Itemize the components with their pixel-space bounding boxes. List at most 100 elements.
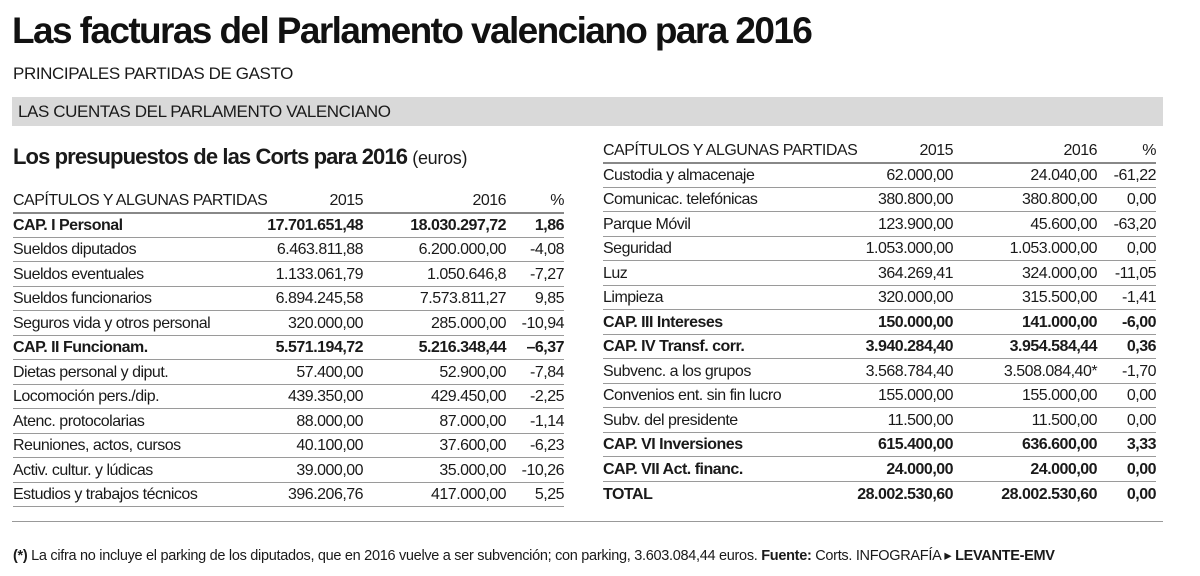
table-row: Seguros vida y otros personal 320.000,00 2…: [13, 310, 564, 336]
row-label: CAP. IV Transf. corr.: [603, 334, 858, 359]
value-2015: 320.000,00: [857, 285, 954, 310]
value-2016: 285.000,00: [363, 310, 507, 336]
value-pct: –6,37: [506, 335, 564, 360]
row-label: CAP. VII Act. financ.: [603, 456, 858, 482]
value-pct: -7,84: [506, 359, 564, 385]
value-2016: 5.216.348,44: [363, 335, 507, 360]
value-2015: 40.100,00: [267, 433, 364, 458]
value-pct: 0,00: [1097, 407, 1156, 433]
value-2015: 3.568.784,40: [857, 358, 954, 384]
table-header-row: CAPÍTULOS Y ALGUNAS PARTIDAS 2015 2016 %: [603, 138, 1156, 164]
value-2016: 6.200.000,00: [363, 237, 507, 262]
value-pct: -1,41: [1097, 285, 1156, 310]
source-label: Fuente:: [761, 548, 812, 564]
value-2016: 380.800,00: [953, 187, 1098, 212]
value-2015: 6.463.811,88: [267, 237, 364, 262]
value-2015: 28.002.530,60: [857, 485, 954, 503]
table-row: CAP. VI Inversiones 615.400,00 636.600,00 3…: [603, 432, 1156, 457]
value-pct: -2,25: [506, 384, 564, 409]
value-pct: 9,85: [506, 286, 564, 311]
table-row: CAP. III Intereses 150.000,00 141.000,00 -6…: [603, 309, 1156, 335]
value-2016: 28.002.530,60: [1001, 485, 1098, 503]
value-2016: 52.900,00: [363, 359, 507, 385]
value-pct: -11,05: [1097, 260, 1156, 286]
table-row: Estudios y trabajos técnicos 396.206,76 41…: [13, 482, 564, 507]
table-row: Luz 364.269,41 324.000,00 -11,05: [603, 260, 1156, 286]
value-2015: 62.000,00: [857, 162, 954, 188]
value-2015: 17.701.651,48: [267, 212, 364, 238]
footnote-mark: (*): [13, 548, 28, 564]
value-pct: 5,25: [506, 482, 564, 507]
table-header-row: CAPÍTULOS Y ALGUNAS PARTIDAS 2015 2016 %: [13, 188, 564, 214]
value-2016: 3.954.584,44: [953, 334, 1098, 359]
row-label: Sueldos funcionarios: [13, 286, 268, 311]
value-pct: 0,00: [1097, 383, 1156, 408]
table-row: Comunicac. telefónicas 380.800,00 380.800,…: [603, 187, 1156, 212]
value-2015: 320.000,00: [267, 310, 364, 336]
value-pct: -6,23: [506, 433, 564, 458]
value-pct: 1,86: [506, 212, 564, 238]
table-row: CAP. II Funcionam. 5.571.194,72 5.216.348,…: [13, 335, 564, 360]
value-2015: 123.900,00: [857, 211, 954, 237]
value-2016: 24.040,00: [953, 162, 1098, 188]
row-label: Sueldos diputados: [13, 237, 268, 262]
col-header-label: CAPÍTULOS Y ALGUNAS PARTIDAS: [603, 138, 858, 164]
row-label: Subvenc. a los grupos: [603, 358, 858, 384]
value-2015: 155.000,00: [857, 383, 954, 408]
page-title: Las facturas del Parlamento valenciano p…: [12, 10, 813, 51]
row-label: Convenios ent. sin fin lucro: [603, 383, 858, 408]
value-2015: 11.500,00: [857, 407, 954, 433]
left-heading: Los presupuestos de las Corts para 2016 …: [13, 144, 468, 170]
row-label: Seguros vida y otros personal: [13, 310, 268, 336]
table-row: Sueldos eventuales 1.133.061,79 1.050.646,…: [13, 261, 564, 287]
arrow-right-icon: ▸: [944, 548, 952, 564]
row-label: CAP. VI Inversiones: [603, 432, 858, 457]
col-header-pct: %: [1097, 138, 1156, 164]
value-pct: 0,00: [1097, 187, 1156, 212]
value-2016: 1.050.646,8: [363, 261, 507, 287]
row-label: TOTAL: [603, 485, 653, 503]
value-2015: 150.000,00: [857, 309, 954, 335]
row-label: Comunicac. telefónicas: [603, 187, 858, 212]
value-pct: -10,26: [506, 457, 564, 483]
row-label: Parque Móvil: [603, 211, 858, 237]
table-row: CAP. I Personal 17.701.651,48 18.030.297,7…: [13, 212, 564, 238]
col-header-label: CAPÍTULOS Y ALGUNAS PARTIDAS: [13, 188, 268, 214]
value-pct: -7,27: [506, 261, 564, 287]
value-2016: 18.030.297,72: [363, 212, 507, 238]
value-2015: 57.400,00: [267, 359, 364, 385]
value-2015: 439.350,00: [267, 384, 364, 409]
value-pct: 0,00: [1097, 236, 1156, 261]
row-label: Sueldos eventuales: [13, 261, 268, 287]
row-label: Luz: [603, 260, 858, 286]
value-pct: 0,00: [1097, 456, 1156, 482]
row-label: Dietas personal y diput.: [13, 359, 268, 385]
row-label: Estudios y trabajos técnicos: [13, 482, 268, 507]
row-label: Custodia y almacenaje: [603, 162, 858, 188]
row-label: CAP. III Intereses: [603, 309, 858, 335]
table-row: Parque Móvil 123.900,00 45.600,00 -63,20: [603, 211, 1156, 237]
value-pct: 3,33: [1097, 432, 1156, 457]
value-2016: 429.450,00: [363, 384, 507, 409]
value-2016: 324.000,00: [953, 260, 1098, 286]
table-row: TOTAL 28.002.530,60 28.002.530,60 0,00: [603, 481, 1156, 506]
value-2015: 364.269,41: [857, 260, 954, 286]
value-2016: 24.000,00: [953, 456, 1098, 482]
value-2015: 5.571.194,72: [267, 335, 364, 360]
value-2016: 11.500,00: [953, 407, 1098, 433]
value-pct: 0,00: [1126, 485, 1157, 503]
value-pct: -1,14: [506, 408, 564, 434]
value-2016: 1.053.000,00: [953, 236, 1098, 261]
row-label: CAP. I Personal: [13, 212, 268, 238]
value-pct: -1,70: [1097, 358, 1156, 384]
right-budget-table: CAPÍTULOS Y ALGUNAS PARTIDAS 2015 2016 %…: [603, 138, 1156, 506]
table-row: Reuniones, actos, cursos 40.100,00 37.600,…: [13, 433, 564, 458]
table-row: Seguridad 1.053.000,00 1.053.000,00 0,00: [603, 236, 1156, 261]
value-2016: 45.600,00: [953, 211, 1098, 237]
value-pct: 0,36: [1097, 334, 1156, 359]
row-label: Activ. cultur. y lúdicas: [13, 457, 268, 483]
col-header-pct: %: [506, 188, 564, 214]
table-row: Subvenc. a los grupos 3.568.784,40 3.508.0…: [603, 358, 1156, 384]
value-2015: 39.000,00: [267, 457, 364, 483]
value-pct: -4,08: [506, 237, 564, 262]
